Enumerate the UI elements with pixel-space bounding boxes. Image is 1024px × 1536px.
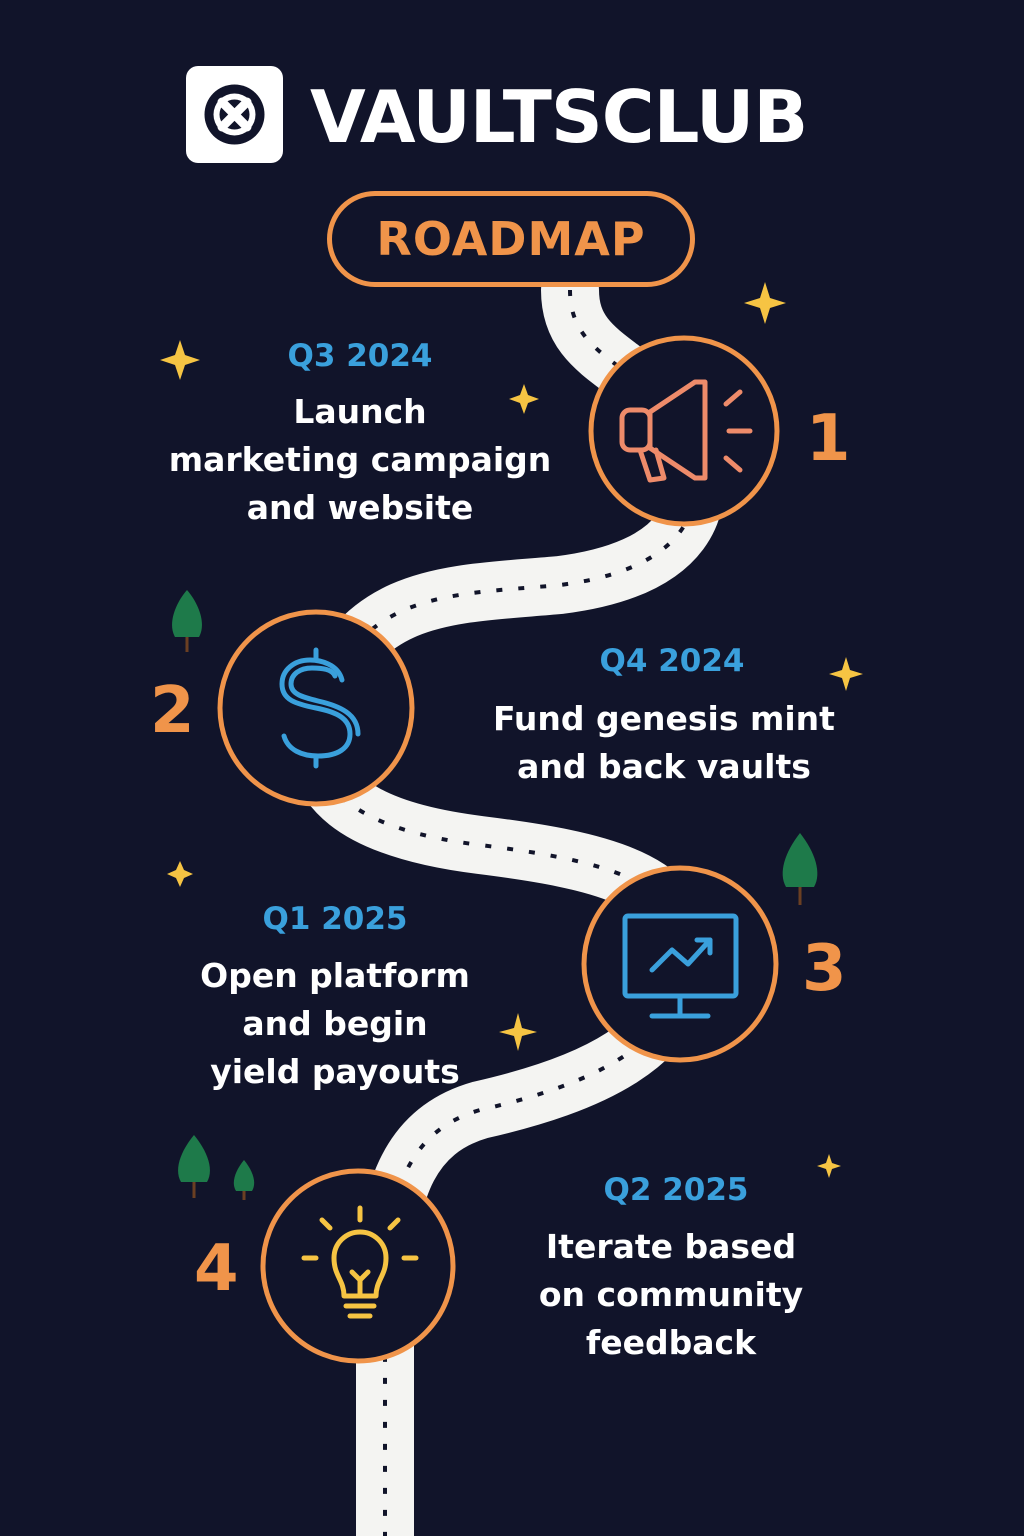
tree-icon bbox=[178, 1135, 210, 1198]
megaphone-icon bbox=[619, 379, 753, 483]
circle-x-logo-icon bbox=[204, 84, 265, 145]
sparkle-icon bbox=[499, 1013, 537, 1051]
lightbulb-icon bbox=[301, 1205, 419, 1319]
brand-logo bbox=[186, 66, 283, 163]
sparkle-icon bbox=[744, 282, 786, 324]
sparkle-icon bbox=[167, 861, 193, 887]
tree-icon bbox=[233, 1160, 255, 1200]
sparkle-icon bbox=[829, 657, 863, 691]
dollar-sign-icon bbox=[279, 647, 361, 769]
roadmap-badge-label: ROADMAP bbox=[376, 212, 646, 266]
milestone-4-circle bbox=[260, 1168, 456, 1364]
milestone-1-circle bbox=[588, 335, 780, 527]
sparkle-icon bbox=[509, 384, 539, 414]
milestone-4-description: Iterate based on community feedback bbox=[538, 1227, 804, 1362]
milestone-3-quarter: Q1 2025 bbox=[262, 901, 408, 937]
tree-icon bbox=[172, 590, 202, 652]
milestone-2-circle bbox=[217, 609, 415, 807]
sparkle-icon bbox=[160, 340, 200, 380]
milestone-2-quarter: Q4 2024 bbox=[599, 643, 745, 679]
milestone-1-number: 1 bbox=[806, 402, 851, 476]
brand-name: VAULTSCLUB bbox=[310, 75, 808, 159]
sparkles bbox=[160, 282, 863, 1178]
sparkle-icon bbox=[817, 1154, 841, 1178]
tree-icon bbox=[782, 833, 818, 905]
milestone-1-quarter: Q3 2024 bbox=[287, 338, 433, 374]
milestone-1-description: Launch marketing campaign and website bbox=[168, 392, 552, 527]
roadmap-badge: ROADMAP bbox=[327, 191, 695, 287]
milestone-4-number: 4 bbox=[194, 1232, 239, 1306]
milestone-4-quarter: Q2 2025 bbox=[603, 1172, 749, 1208]
milestone-2-description: Fund genesis mint and back vaults bbox=[493, 699, 835, 786]
trees bbox=[172, 590, 818, 1200]
chart-monitor-icon bbox=[622, 913, 739, 1019]
milestone-3-description: Open platform and begin yield payouts bbox=[200, 956, 470, 1091]
milestone-3-circle bbox=[581, 865, 779, 1063]
milestone-3-number: 3 bbox=[802, 932, 847, 1006]
milestone-2-number: 2 bbox=[150, 674, 195, 748]
